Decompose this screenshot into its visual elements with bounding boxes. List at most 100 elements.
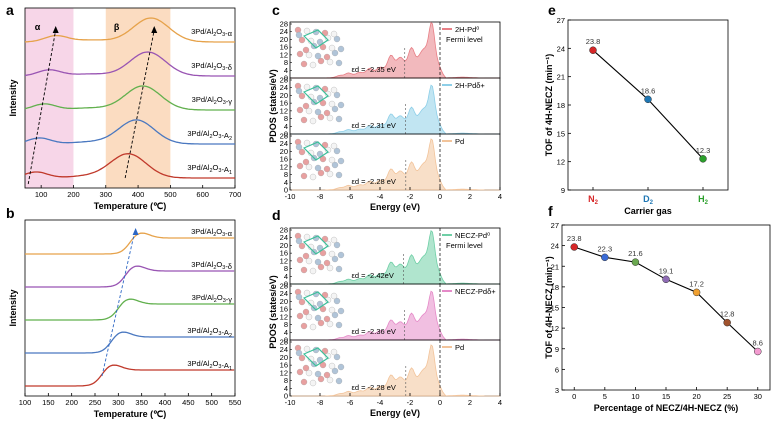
atom xyxy=(335,321,343,329)
x-tick-label: 5 xyxy=(603,392,607,401)
y-tick-label: 9 xyxy=(561,186,565,195)
y-tick-label: 0 xyxy=(284,336,288,345)
x-tick-label: 500 xyxy=(164,190,177,199)
region-band xyxy=(25,8,74,188)
y-tick-label: 12 xyxy=(551,324,559,333)
cluster-bonds xyxy=(302,291,329,311)
panel-label-d: d xyxy=(272,207,281,223)
pdos-area xyxy=(290,138,500,191)
x-tick-label: 4 xyxy=(498,192,502,201)
y-tick-label: 15 xyxy=(557,129,565,138)
x-tick-label: -8 xyxy=(317,398,324,407)
atom xyxy=(321,235,329,243)
atom xyxy=(333,91,341,99)
x-tick-label: -10 xyxy=(285,192,296,201)
atom xyxy=(317,57,325,65)
atom xyxy=(321,291,329,299)
structure-model-image xyxy=(294,82,345,125)
atom xyxy=(333,353,341,361)
structure-model-image xyxy=(294,232,345,275)
y-tick-label: 24 xyxy=(551,242,559,251)
data-label: 22.3 xyxy=(598,244,613,253)
atom xyxy=(335,171,343,179)
x-tick-label: 2 xyxy=(468,398,472,407)
atom xyxy=(309,323,317,331)
y-tick-label: 0 xyxy=(284,186,288,195)
series-label: 3Pd/Al2O3-A2 xyxy=(187,129,232,142)
atom xyxy=(317,169,325,177)
x-tick-label: 300 xyxy=(112,398,125,407)
atom xyxy=(309,267,317,275)
atom xyxy=(303,139,311,147)
x-tick-label: 0 xyxy=(572,392,576,401)
data-label: 18.6 xyxy=(641,86,656,95)
y-axis-label: TOF of 4H-NECZ (min⁻¹) xyxy=(544,54,554,157)
dband-center-label: εd = -2.31 eV xyxy=(352,121,396,130)
atom xyxy=(298,354,306,362)
dband-center-label: εd = -2.42eV xyxy=(352,271,394,280)
y-tick-label: 12 xyxy=(280,256,288,265)
atom xyxy=(307,93,315,101)
y-tick-label: 20 xyxy=(280,147,288,156)
atom xyxy=(330,142,338,150)
y-tick-label: 28 xyxy=(280,282,288,291)
atom xyxy=(331,255,339,263)
atom xyxy=(295,143,303,151)
x-axis-label: Carrier gas xyxy=(624,206,672,216)
x-axis-label: Energy (eV) xyxy=(370,408,420,418)
x-tick-label: 2 xyxy=(468,192,472,201)
x-tick-label: 100 xyxy=(35,190,48,199)
y-tick-label: 4 xyxy=(284,178,288,187)
y-tick-label: 4 xyxy=(284,66,288,75)
atom xyxy=(330,236,338,244)
atom xyxy=(300,172,308,180)
region-band xyxy=(105,8,171,188)
atom xyxy=(303,27,311,35)
atom xyxy=(321,141,329,149)
data-point xyxy=(699,155,707,163)
y-tick-label: 0 xyxy=(284,280,288,289)
x-tick-label: 200 xyxy=(65,398,78,407)
atom xyxy=(314,258,322,266)
y-tick-label: 0 xyxy=(284,130,288,139)
atom xyxy=(326,114,334,122)
atom xyxy=(324,34,332,42)
y-tick-label: 18 xyxy=(551,283,559,292)
tpr-curve xyxy=(25,232,235,255)
panel-label-f: f xyxy=(548,203,553,219)
atom xyxy=(298,298,306,306)
atom xyxy=(296,162,304,170)
x-tick-label: 300 xyxy=(100,190,113,199)
x-tick-label: 200 xyxy=(67,190,80,199)
dband-center-label: εd = -2.35 eV xyxy=(352,65,396,74)
atom xyxy=(300,116,308,124)
x-tick-label: 0 xyxy=(438,398,442,407)
y-tick-label: 16 xyxy=(280,249,288,258)
y-tick-label: 8 xyxy=(284,58,288,67)
plot-layer: 3Pd/Al2O3-α 3Pd/Al2O3-δ 3Pd/Al2O3-γ 3Pd/Al2… xyxy=(8,7,771,419)
y-tick-label: 27 xyxy=(557,16,565,25)
atom xyxy=(333,147,341,155)
x-tick-label: 20 xyxy=(692,392,700,401)
y-tick-label: 8 xyxy=(284,264,288,273)
y-tick-label: 15 xyxy=(551,304,559,313)
y-tick-label: 24 xyxy=(280,83,288,92)
atom xyxy=(335,265,343,273)
tpr-curve xyxy=(25,364,235,387)
atom xyxy=(295,87,303,95)
x-tick-label: 350 xyxy=(135,398,148,407)
fermi-level-label: Fermi level xyxy=(446,35,483,44)
data-label: 12.3 xyxy=(696,146,711,155)
y-tick-label: 8 xyxy=(284,114,288,123)
tpr-curve xyxy=(25,331,235,354)
y-tick-label: 28 xyxy=(280,76,288,85)
tpd-curve xyxy=(24,119,235,145)
atom xyxy=(323,53,331,61)
legend-label: 2H-Pdδ+ xyxy=(455,81,485,90)
y-tick-label: 6 xyxy=(555,365,559,374)
atom xyxy=(328,306,336,314)
atom xyxy=(307,355,315,363)
atom xyxy=(326,58,334,66)
atom xyxy=(296,50,304,58)
atom xyxy=(321,85,329,93)
